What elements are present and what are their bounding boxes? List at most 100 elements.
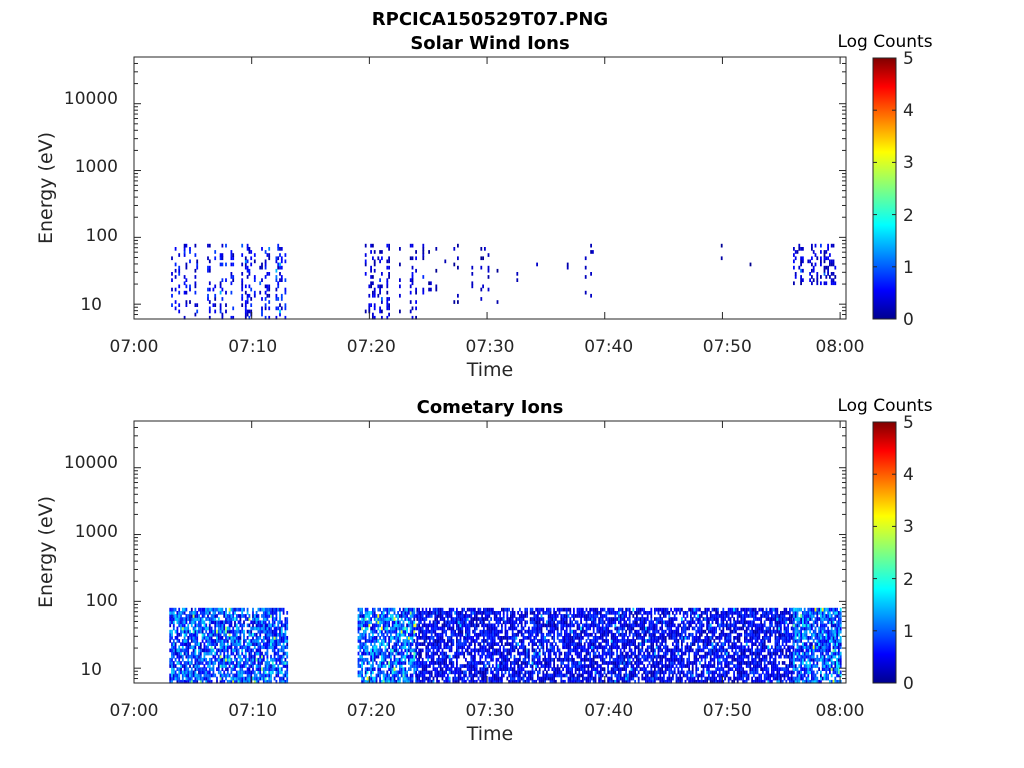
spectrogram-cell (531, 607, 534, 612)
spectrogram-cell (194, 673, 197, 678)
spectrogram-cell (632, 620, 635, 625)
spectrogram-cell (439, 651, 442, 656)
spectrogram-cell (277, 673, 280, 678)
spectrogram-cell (397, 657, 399, 662)
spectrogram-cell (645, 657, 647, 662)
spectrogram-cell (357, 620, 360, 625)
spectrogram-cell (386, 300, 389, 304)
spectrogram-cell (183, 673, 186, 678)
spectrogram-cell (395, 626, 398, 631)
spectrogram-cell (212, 611, 215, 615)
spectrogram-cell (522, 632, 525, 637)
spectrogram-cell (481, 623, 483, 628)
spectrogram-cell (610, 676, 613, 681)
spectrogram-cell (504, 632, 507, 637)
spectrogram-cell (605, 673, 608, 678)
spectrogram-cell (381, 661, 383, 665)
spectrogram-cell (549, 611, 552, 615)
spectrogram-cell (172, 651, 175, 656)
spectrogram-cell (390, 676, 392, 681)
spectrogram-cell (666, 648, 669, 653)
spectrogram-cell (357, 645, 360, 650)
spectrogram-cell (171, 657, 173, 662)
spectrogram-cell (627, 664, 629, 668)
spectrogram-cell (259, 636, 262, 640)
colorbar (872, 57, 897, 320)
spectrogram-cell (513, 676, 516, 681)
spectrogram-cell (501, 626, 503, 631)
spectrogram-cell (457, 617, 460, 621)
spectrogram-cell (681, 607, 683, 612)
spectrogram-cell (250, 661, 253, 665)
spectrogram-cell (192, 645, 195, 650)
spectrogram-cell (652, 620, 654, 625)
spectrogram-cell (189, 654, 191, 659)
spectrogram-cell (185, 265, 188, 270)
spectrogram-cell (221, 262, 224, 267)
spectrogram-cell (406, 679, 408, 684)
spectrogram-cell (273, 676, 276, 681)
spectrogram-cell (598, 626, 600, 631)
spectrogram-cell (266, 654, 269, 659)
spectrogram-cell (178, 654, 181, 659)
spectrogram-cell (248, 667, 251, 671)
spectrogram-cell (203, 664, 206, 668)
spectrogram-cell (681, 679, 683, 684)
spectrogram-cell (268, 247, 271, 251)
spectrogram-cell (439, 670, 442, 675)
spectrogram-cell (562, 623, 564, 628)
spectrogram-cell (180, 667, 182, 671)
spectrogram-cell (679, 607, 681, 612)
spectrogram-cell (652, 645, 654, 650)
spectrogram-cell (284, 620, 287, 625)
spectrogram-cell (483, 620, 485, 625)
spectrogram-cell (266, 629, 269, 634)
spectrogram-cell (630, 673, 633, 678)
spectrogram-cell (672, 670, 674, 675)
spectrogram-cell (636, 620, 638, 625)
spectrogram-cell (474, 617, 476, 621)
spectrogram-cell (501, 657, 503, 662)
spectrogram-cell (363, 679, 365, 684)
spectrogram-cell (614, 636, 617, 640)
spectrogram-cell (492, 679, 494, 684)
spectrogram-cell (470, 651, 473, 656)
spectrogram-cell (178, 623, 181, 628)
spectrogram-cell (198, 648, 200, 653)
spectrogram-cell (174, 275, 177, 279)
spectrogram-cell (205, 623, 208, 628)
spectrogram-cell (668, 614, 671, 618)
spectrogram-cell (178, 645, 181, 650)
x-tick-label: 07:10 (228, 337, 277, 357)
spectrogram-cell (516, 278, 519, 282)
spectrogram-cell (397, 673, 399, 678)
spectrogram-cell (618, 664, 620, 668)
spectrogram-cell (359, 642, 362, 646)
spectrogram-cell (623, 654, 626, 659)
spectrogram-cell (652, 676, 654, 681)
spectrogram-cell (190, 673, 193, 678)
spectrogram-cell (549, 654, 552, 659)
spectrogram-cell (190, 676, 193, 681)
spectrogram-cell (232, 636, 235, 640)
spectrogram-cell (388, 620, 390, 625)
spectrogram-cell (820, 243, 822, 248)
spectrogram-cell (807, 259, 810, 264)
spectrogram-cell (659, 642, 662, 646)
spectrogram-cell (475, 632, 478, 637)
spectrogram-cell (415, 651, 417, 656)
spectrogram-cell (583, 642, 586, 646)
spectrogram-cell (582, 611, 584, 615)
spectrogram-cell (230, 623, 233, 628)
spectrogram-cell (827, 268, 829, 273)
spectrogram-cell (450, 626, 453, 631)
spectrogram-cell (384, 648, 387, 653)
spectrogram-cell (257, 657, 260, 662)
spectrogram-cell (659, 670, 662, 675)
spectrogram-cell (450, 664, 453, 668)
spectrogram-cell (484, 247, 486, 251)
spectrogram-cell (664, 611, 667, 615)
spectrogram-cell (589, 651, 591, 656)
spectrogram-cell (286, 626, 289, 631)
spectrogram-cell (416, 661, 419, 665)
